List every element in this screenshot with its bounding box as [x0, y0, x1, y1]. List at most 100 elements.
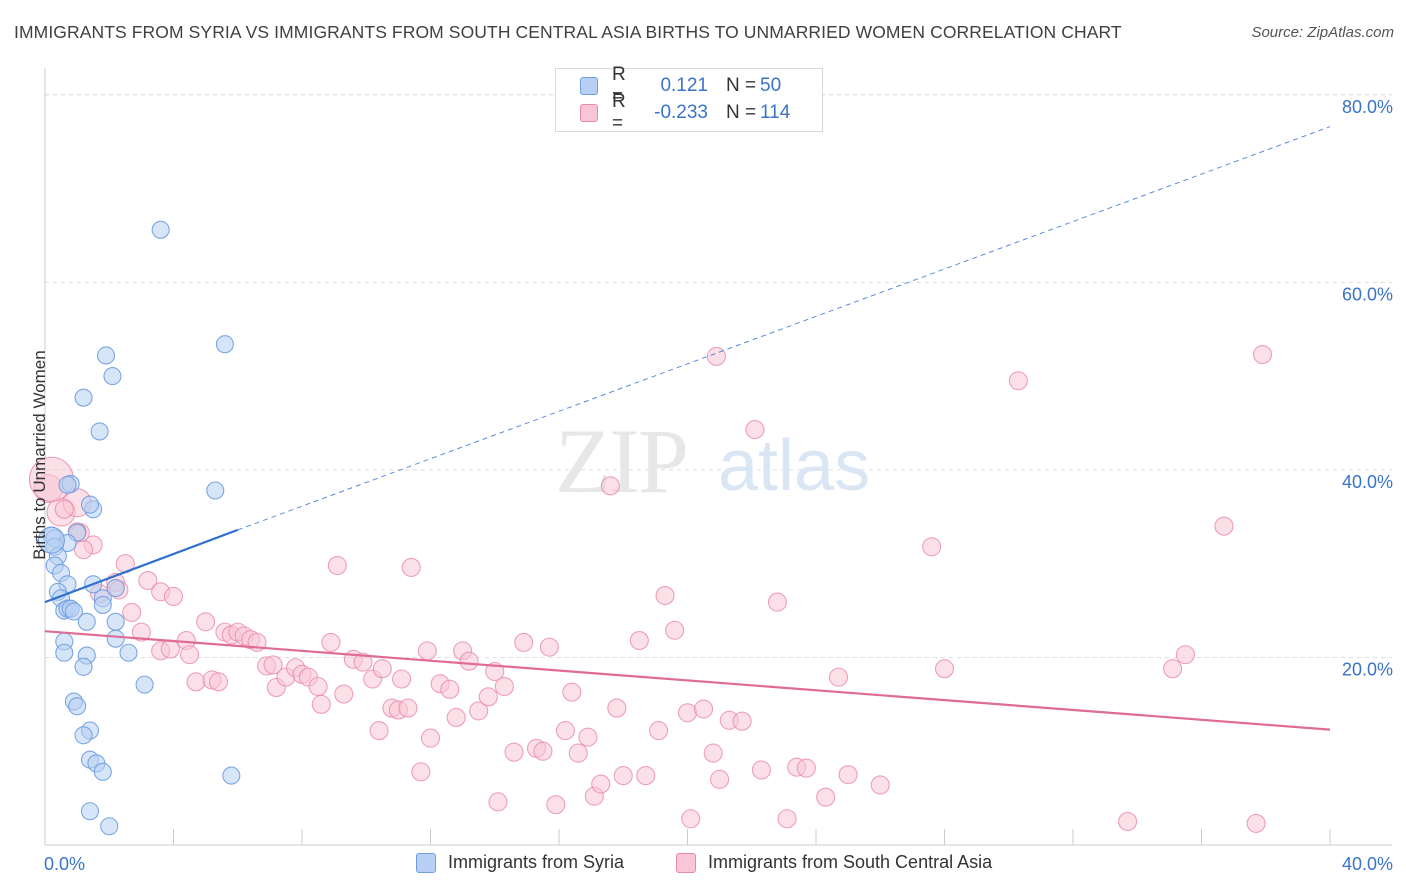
sca-point	[745, 420, 765, 440]
sca-point	[369, 721, 389, 741]
syria-legend-swatch	[416, 852, 436, 873]
sca-point	[568, 743, 588, 763]
sca-point	[613, 766, 633, 786]
legend-row-sca: R = -0.233 N = 114	[580, 91, 791, 134]
sca-point	[681, 809, 701, 829]
grid-layer	[45, 94, 1392, 658]
y-axis-label: Births to Unmarried Women	[30, 350, 49, 560]
syria-point	[74, 388, 93, 407]
syria-point	[103, 367, 122, 386]
syria-point	[80, 802, 100, 821]
sca-point	[629, 631, 649, 651]
sca-point	[767, 592, 788, 612]
legend-n-value: 114	[760, 102, 791, 123]
sca-point	[353, 652, 373, 672]
sca-point	[321, 632, 341, 652]
sca-trend-line	[44, 630, 1331, 731]
sca-point	[398, 698, 418, 718]
sca-point	[478, 687, 498, 707]
syria-point	[151, 220, 170, 239]
sca-point	[1246, 813, 1266, 833]
sca-legend-swatch	[676, 852, 696, 873]
sca-point	[401, 557, 421, 577]
syria-point	[68, 697, 87, 716]
sca-point	[934, 659, 955, 679]
sca-point	[1175, 645, 1195, 665]
x-tick-label: 40.0%	[1342, 854, 1393, 874]
sca-point	[710, 769, 730, 789]
sca-point	[796, 758, 816, 778]
legend-item-sca[interactable]: Immigrants from South Central Asia	[676, 852, 992, 873]
syria-point	[80, 495, 100, 514]
sca-point	[703, 743, 723, 763]
syria-point	[64, 602, 83, 621]
sca-point	[308, 676, 328, 697]
sca-point	[196, 612, 216, 632]
sca-point	[163, 586, 184, 607]
syria-point	[135, 675, 154, 694]
sca-point	[828, 667, 849, 687]
y-tick-label: 60.0%	[1342, 284, 1393, 304]
syria-point	[96, 346, 116, 365]
sca-point	[411, 762, 431, 782]
sca-point	[311, 694, 331, 714]
sca-point	[539, 637, 559, 657]
sca-point	[74, 540, 94, 560]
sca-point	[263, 655, 283, 675]
tick-labels: 20.0% 40.0% 60.0% 80.0% 0.0% 40.0%	[44, 97, 1393, 874]
sca-points	[28, 344, 1273, 833]
sca-point	[649, 721, 669, 741]
sca-point	[514, 632, 534, 652]
sca-point	[816, 787, 836, 807]
syria-point	[55, 643, 74, 662]
syria-point	[74, 657, 93, 676]
sca-point	[694, 699, 714, 719]
sca-point	[1118, 812, 1138, 832]
watermark-zip: ZIP	[555, 410, 687, 512]
sca-point	[1163, 659, 1183, 679]
syria-point	[77, 612, 96, 631]
sca-point	[578, 727, 598, 747]
syria-point	[93, 762, 112, 781]
sca-legend-label: Immigrants from South Central Asia	[708, 852, 993, 872]
watermark-atlas: atlas	[718, 426, 870, 506]
sca-point	[138, 570, 158, 591]
sca-point	[160, 639, 180, 659]
sca-point	[420, 728, 441, 748]
sca-point	[922, 537, 942, 557]
sca-point	[186, 672, 206, 692]
legend-r-value: -0.233	[654, 102, 708, 123]
sca-point	[732, 711, 752, 731]
sca-point	[546, 795, 566, 815]
legend-item-syria[interactable]: Immigrants from Syria	[416, 852, 624, 873]
sca-point	[555, 721, 575, 741]
y-tick-label: 80.0%	[1342, 97, 1393, 117]
sca-point	[392, 669, 412, 689]
sca-point	[600, 476, 620, 496]
sca-point	[131, 622, 151, 642]
watermark: ZIP atlas	[555, 410, 870, 512]
sca-swatch	[580, 104, 598, 122]
syria-point	[74, 726, 93, 745]
sca-point	[1252, 344, 1273, 365]
sca-point	[417, 641, 437, 661]
syria-point	[93, 595, 112, 614]
sca-point	[751, 760, 771, 780]
sca-point	[870, 775, 890, 795]
legend-n-label: N =	[726, 75, 757, 96]
sca-point	[446, 707, 466, 728]
sca-point	[677, 703, 698, 723]
sca-point	[1214, 516, 1234, 536]
syria-point	[100, 817, 119, 836]
y-tick-label: 40.0%	[1342, 472, 1393, 492]
syria-trend-line	[44, 528, 239, 604]
sca-point	[208, 672, 229, 692]
x-tick-label: 0.0%	[44, 854, 85, 874]
y-tick-label: 20.0%	[1342, 659, 1393, 679]
legend-r-label: R =	[612, 64, 626, 107]
series-legend: Immigrants from Syria Immigrants from So…	[0, 852, 1406, 878]
sca-point	[607, 698, 627, 718]
sca-point	[562, 682, 582, 702]
sca-point	[488, 792, 508, 812]
syria-point	[37, 526, 65, 554]
